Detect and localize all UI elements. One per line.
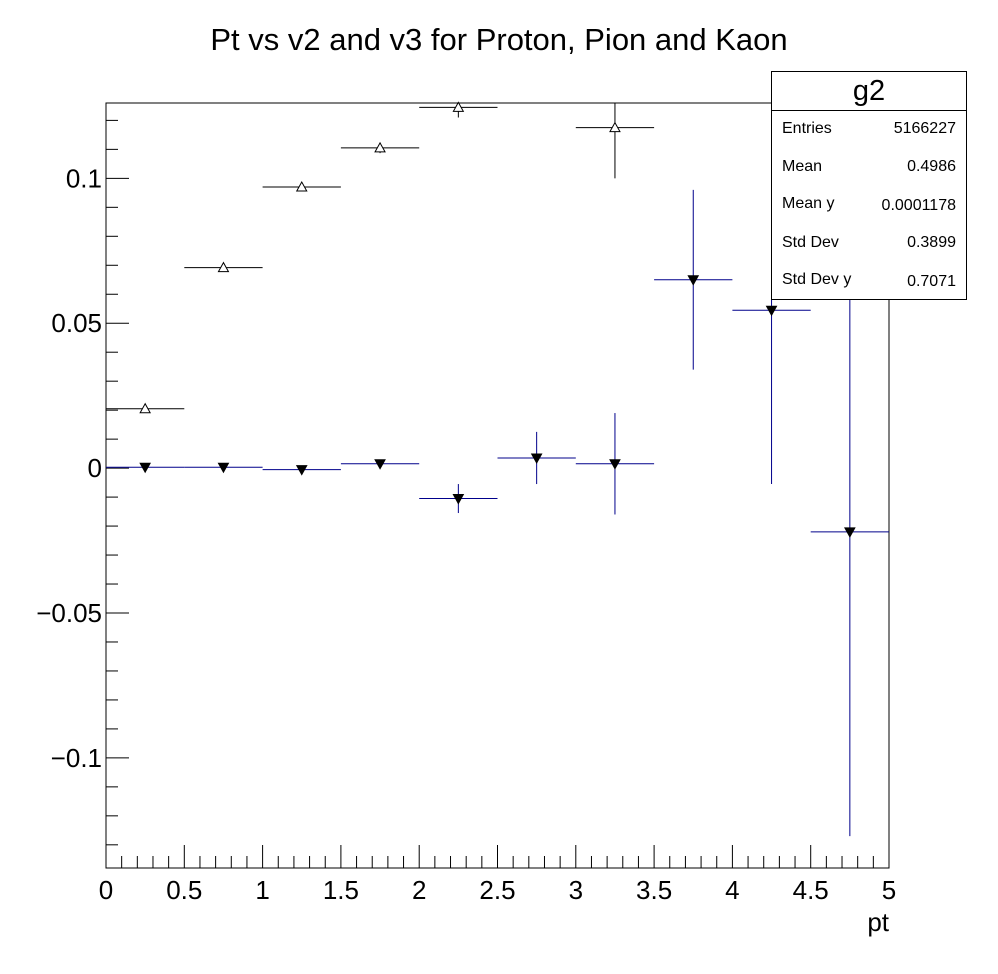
x-tick-label: 3.5 [636,875,672,905]
stats-box-title: g2 [772,72,966,111]
data-point-v2 [295,181,308,192]
stats-value: 0.4986 [907,158,956,175]
stats-key: Std Dev [782,234,839,251]
y-tick-label: −0.05 [36,598,102,628]
data-point-v3 [765,305,778,317]
data-point-v3 [844,527,856,538]
stats-key: Entries [782,120,832,137]
stats-value: 0.3899 [907,234,956,251]
data-point-v2 [609,121,621,133]
y-tick-label: 0 [88,453,102,483]
x-tick-label: 2 [412,875,426,905]
x-tick-label: 0.5 [166,875,202,905]
y-tick-label: 0.05 [51,308,102,338]
data-point-v3 [530,453,543,465]
x-tick-label: 1.5 [323,875,359,905]
y-tick-label: −0.1 [51,743,102,773]
stats-value: 5166227 [893,120,956,137]
stats-value: 0.0001178 [881,197,956,214]
data-point-v2 [217,261,230,273]
data-point-v3 [295,465,308,476]
chart-title: Pt vs v2 and v3 for Proton, Pion and Kao… [210,22,788,57]
x-tick-label: 3 [569,875,583,905]
stats-value: 0.7071 [907,273,956,290]
x-tick-label: 4.5 [793,875,829,905]
data-point-v2 [452,101,465,112]
data-point-v3 [609,459,621,470]
data-point-v3 [452,494,465,505]
x-tick-label: 0 [99,875,113,905]
x-tick-label: 5 [882,875,896,905]
data-point-v3 [374,459,386,470]
stats-key: Mean [782,158,823,175]
x-tick-label: 2.5 [479,875,515,905]
data-point-v3 [139,462,151,474]
y-tick-label: 0.1 [66,163,102,193]
data-point-v2 [374,141,386,153]
x-tick-label: 4 [725,875,739,905]
data-point-v3 [687,275,700,286]
x-axis-label: pt [867,907,889,937]
x-tick-label: 1 [255,875,269,905]
data-point-v3 [217,462,230,474]
stats-key: Mean y [782,195,835,212]
stats-box: g2 Entries 5166227 Mean 0.4986 Mean y 0.… [771,71,967,300]
data-point-v2 [139,402,151,414]
stats-key: Std Dev y [782,271,852,288]
